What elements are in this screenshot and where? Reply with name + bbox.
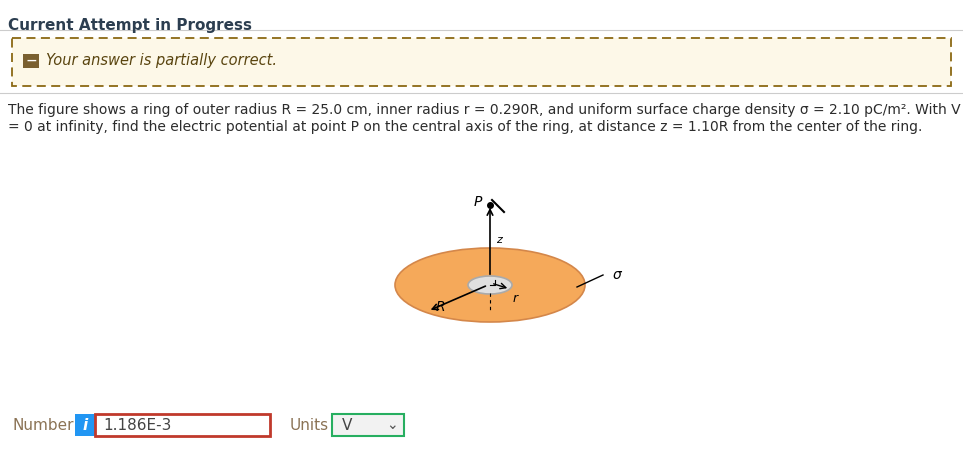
FancyBboxPatch shape [95, 414, 270, 436]
Text: The figure shows a ring of outer radius R = 25.0 cm, inner radius r = 0.290R, an: The figure shows a ring of outer radius … [8, 103, 961, 117]
FancyBboxPatch shape [23, 54, 39, 68]
FancyBboxPatch shape [12, 38, 951, 86]
Text: i: i [83, 418, 88, 432]
Text: V: V [342, 418, 352, 432]
Ellipse shape [468, 276, 512, 294]
Text: r: r [513, 292, 518, 305]
Text: 1.186E-3: 1.186E-3 [103, 418, 171, 432]
Text: P: P [474, 195, 482, 209]
Text: Units: Units [290, 418, 329, 432]
Text: Number: Number [12, 418, 73, 432]
Text: —: — [26, 56, 36, 66]
Text: R: R [436, 300, 446, 314]
Text: σ: σ [613, 268, 622, 282]
FancyBboxPatch shape [332, 414, 404, 436]
Text: Your answer is partially correct.: Your answer is partially correct. [46, 54, 277, 69]
Ellipse shape [395, 248, 585, 322]
Text: Current Attempt in Progress: Current Attempt in Progress [8, 18, 252, 33]
Text: = 0 at infinity, find the electric potential at point P on the central axis of t: = 0 at infinity, find the electric poten… [8, 120, 923, 134]
FancyBboxPatch shape [75, 414, 95, 436]
Text: z: z [496, 235, 502, 245]
Text: ⌄: ⌄ [386, 418, 398, 432]
